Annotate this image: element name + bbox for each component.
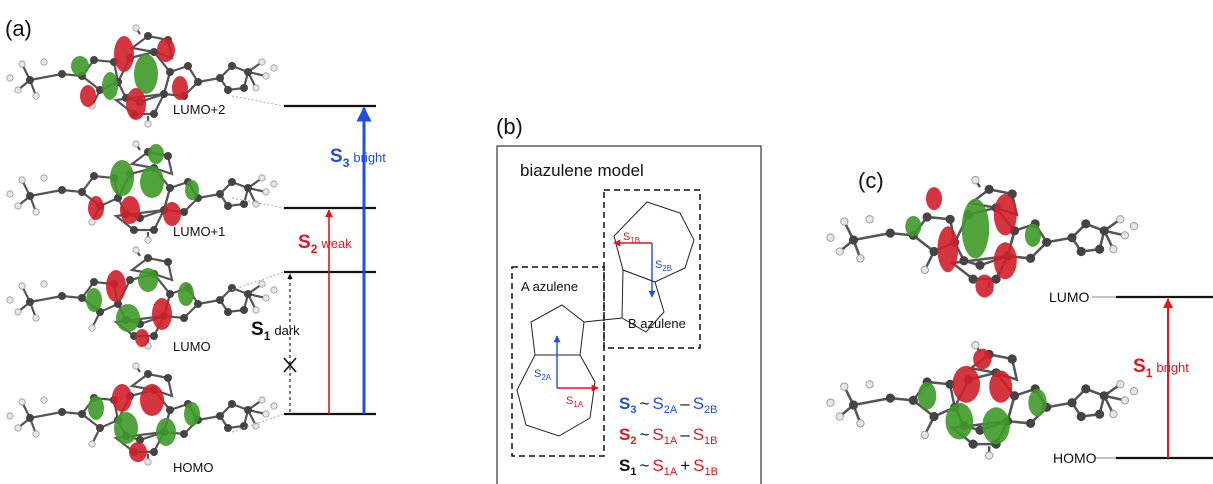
a-azulene-label: A azulene xyxy=(521,279,578,294)
lumo2-orbital-image xyxy=(5,23,279,129)
s1-bright-label: S1 bright xyxy=(1133,356,1189,380)
b-azulene-label: B azulene xyxy=(628,316,686,331)
box-a-azulene xyxy=(511,266,605,457)
orbital-label-homo: HOMO xyxy=(173,460,213,475)
homo-orbital-image xyxy=(5,361,279,467)
panel-c-label: (c) xyxy=(858,168,884,193)
lumo-orbital-image-c xyxy=(825,175,1140,298)
orbital-label-lumo: LUMO xyxy=(173,339,211,354)
lumo-orbital-image xyxy=(5,245,279,351)
energy-levels-c xyxy=(1116,295,1213,460)
orbital-label-homo-c: HOMO xyxy=(1053,450,1097,466)
s1b-vector-label: S1B xyxy=(623,231,640,245)
forbidden-cross-icon xyxy=(283,357,297,373)
s2a-vector-label: S2A xyxy=(534,368,552,382)
biazulene-frame xyxy=(496,145,762,484)
orbital-label-lumo2: LUMO+2 xyxy=(173,102,225,117)
box-b-azulene xyxy=(603,189,701,349)
panel-b-label: (b) xyxy=(496,114,523,139)
orbital-label-lumo1: LUMO+1 xyxy=(173,224,225,239)
orbital-label-lumo-c: LUMO xyxy=(1049,289,1090,305)
biazulene-title: biazulene model xyxy=(520,161,644,180)
s2b-vector-label: S2B xyxy=(655,259,672,273)
lumo1-orbital-image xyxy=(5,139,279,245)
s1a-vector-label: S1A xyxy=(566,395,584,409)
panel-a-orbital-images xyxy=(5,23,279,467)
equation-s2: S2 ~ S1A – S1B xyxy=(619,425,718,447)
level-connectors xyxy=(231,95,285,433)
s2-weak-label: S2 weak xyxy=(298,232,352,256)
equation-s1: S1 ~ S1A + S1B xyxy=(619,456,718,478)
energy-levels-a xyxy=(284,104,376,416)
equation-s3: S3 ~ S2A – S2B xyxy=(619,394,718,416)
panel-a-label: (a) xyxy=(5,16,32,41)
s1-dark-label: S1 dark xyxy=(251,319,300,343)
s3-bright-label: S3 bright xyxy=(330,146,386,170)
homo-orbital-image-c xyxy=(825,340,1140,461)
